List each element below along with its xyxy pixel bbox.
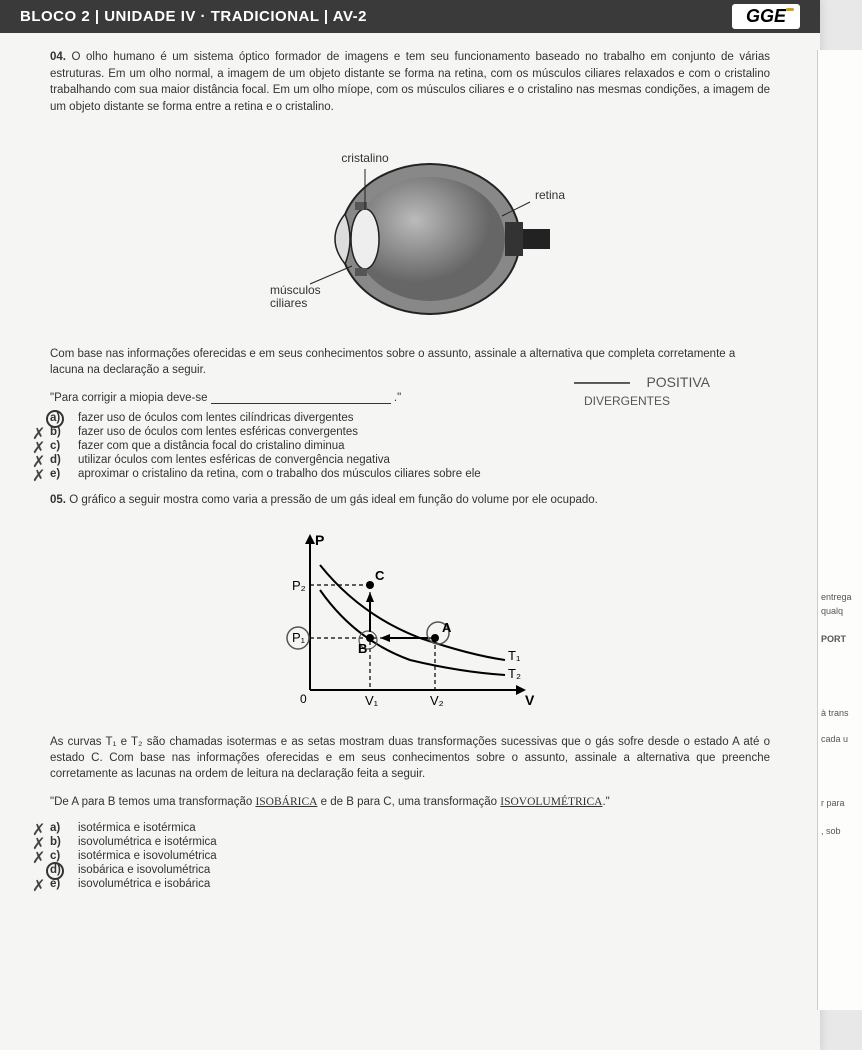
- q04-text: 04. O olho humano é um sistema óptico fo…: [50, 49, 770, 116]
- q05-opt-b: ✗ b) isovolumétrica e isotérmica: [50, 836, 770, 848]
- hw-ans2: ISOVOLUMÉTRICA: [500, 796, 602, 808]
- q04-body: O olho humano é um sistema óptico formad…: [50, 51, 770, 113]
- blank: [211, 392, 391, 404]
- q04-num: 04.: [50, 51, 66, 63]
- svg-text:V₂: V₂: [430, 693, 444, 708]
- label-retina: retina: [535, 188, 565, 202]
- q05-opt-e: ✗ e) isovolumétrica e isobárica: [50, 878, 770, 890]
- label-cristalino: cristalino: [341, 151, 389, 165]
- exam-page: BLOCO 2 | UNIDADE IV · TRADICIONAL | AV-…: [0, 0, 820, 1050]
- svg-text:T₁: T₁: [508, 648, 521, 663]
- hw-strike: ————: [574, 374, 630, 390]
- q05-opt-d: d) isobárica e isovolumétrica: [50, 864, 770, 876]
- svg-text:B: B: [358, 641, 367, 656]
- header-title: BLOCO 2 | UNIDADE IV · TRADICIONAL | AV-…: [20, 8, 367, 25]
- q05-fill: "De A para B temos uma transformação ISO…: [50, 796, 770, 808]
- hw-positiva: POSITIVA: [646, 374, 710, 390]
- q04-opt-c: ✗ c) fazer com que a distância focal do …: [50, 440, 770, 452]
- q04-opt-d: ✗ d) utilizar óculos com lentes esférica…: [50, 454, 770, 466]
- eye-svg: cristalino retina músculosciliares: [240, 134, 580, 324]
- q04-opt-b: ✗ b) fazer uso de óculos com lentes esfé…: [50, 426, 770, 438]
- logo: GGE: [732, 4, 800, 29]
- q05-instruction: As curvas T₁ e T₂ são chamadas isotermas…: [50, 734, 770, 782]
- q04-opt-e: ✗ e) aproximar o cristalino da retina, c…: [50, 468, 770, 480]
- adjacent-page-edge: entrega qualq PORT à trans cada u r para…: [817, 50, 862, 1010]
- svg-text:T₂: T₂: [508, 666, 521, 681]
- hw-divergentes: DIVERGENTES: [584, 394, 670, 408]
- content-area: 04. O olho humano é um sistema óptico fo…: [0, 33, 820, 912]
- mark-x: ✗: [32, 466, 45, 486]
- svg-text:0: 0: [300, 692, 307, 706]
- q05-opt-a: ✗ a) isotérmica e isotérmica: [50, 822, 770, 834]
- mark-x: ✗: [32, 876, 45, 896]
- eye-diagram: cristalino retina músculosciliares: [50, 134, 770, 324]
- svg-text:A: A: [442, 620, 452, 635]
- q05-num: 05.: [50, 494, 66, 506]
- q05-opt-c: ✗ c) isotérmica e isovolumétrica: [50, 850, 770, 862]
- page-header: BLOCO 2 | UNIDADE IV · TRADICIONAL | AV-…: [0, 0, 820, 33]
- svg-text:P: P: [315, 532, 324, 548]
- svg-text:V₁: V₁: [365, 693, 379, 708]
- svg-text:P₁: P₁: [292, 630, 306, 645]
- graph-container: P V P₂ P₁ V₁ V₂ T₁ T₂ A B C 0: [50, 520, 770, 720]
- label-musculos: músculosciliares: [270, 283, 321, 310]
- svg-text:C: C: [375, 568, 385, 583]
- svg-text:V: V: [525, 692, 535, 708]
- hw-ans1: ISOBÁRICA: [255, 796, 317, 808]
- q04-fill-wrap: "Para corrigir a miopia deve-se ." ———— …: [50, 392, 770, 404]
- q05-text: 05. O gráfico a seguir mostra como varia…: [50, 494, 770, 506]
- q05-options: ✗ a) isotérmica e isotérmica ✗ b) isovol…: [50, 822, 770, 890]
- q04-opt-a: a) fazer uso de óculos com lentes cilínd…: [50, 412, 770, 424]
- q04-options: a) fazer uso de óculos com lentes cilínd…: [50, 412, 770, 480]
- mark-x: ✗: [32, 848, 45, 868]
- pv-graph: P V P₂ P₁ V₁ V₂ T₁ T₂ A B C 0: [260, 520, 560, 720]
- svg-text:P₂: P₂: [292, 578, 306, 593]
